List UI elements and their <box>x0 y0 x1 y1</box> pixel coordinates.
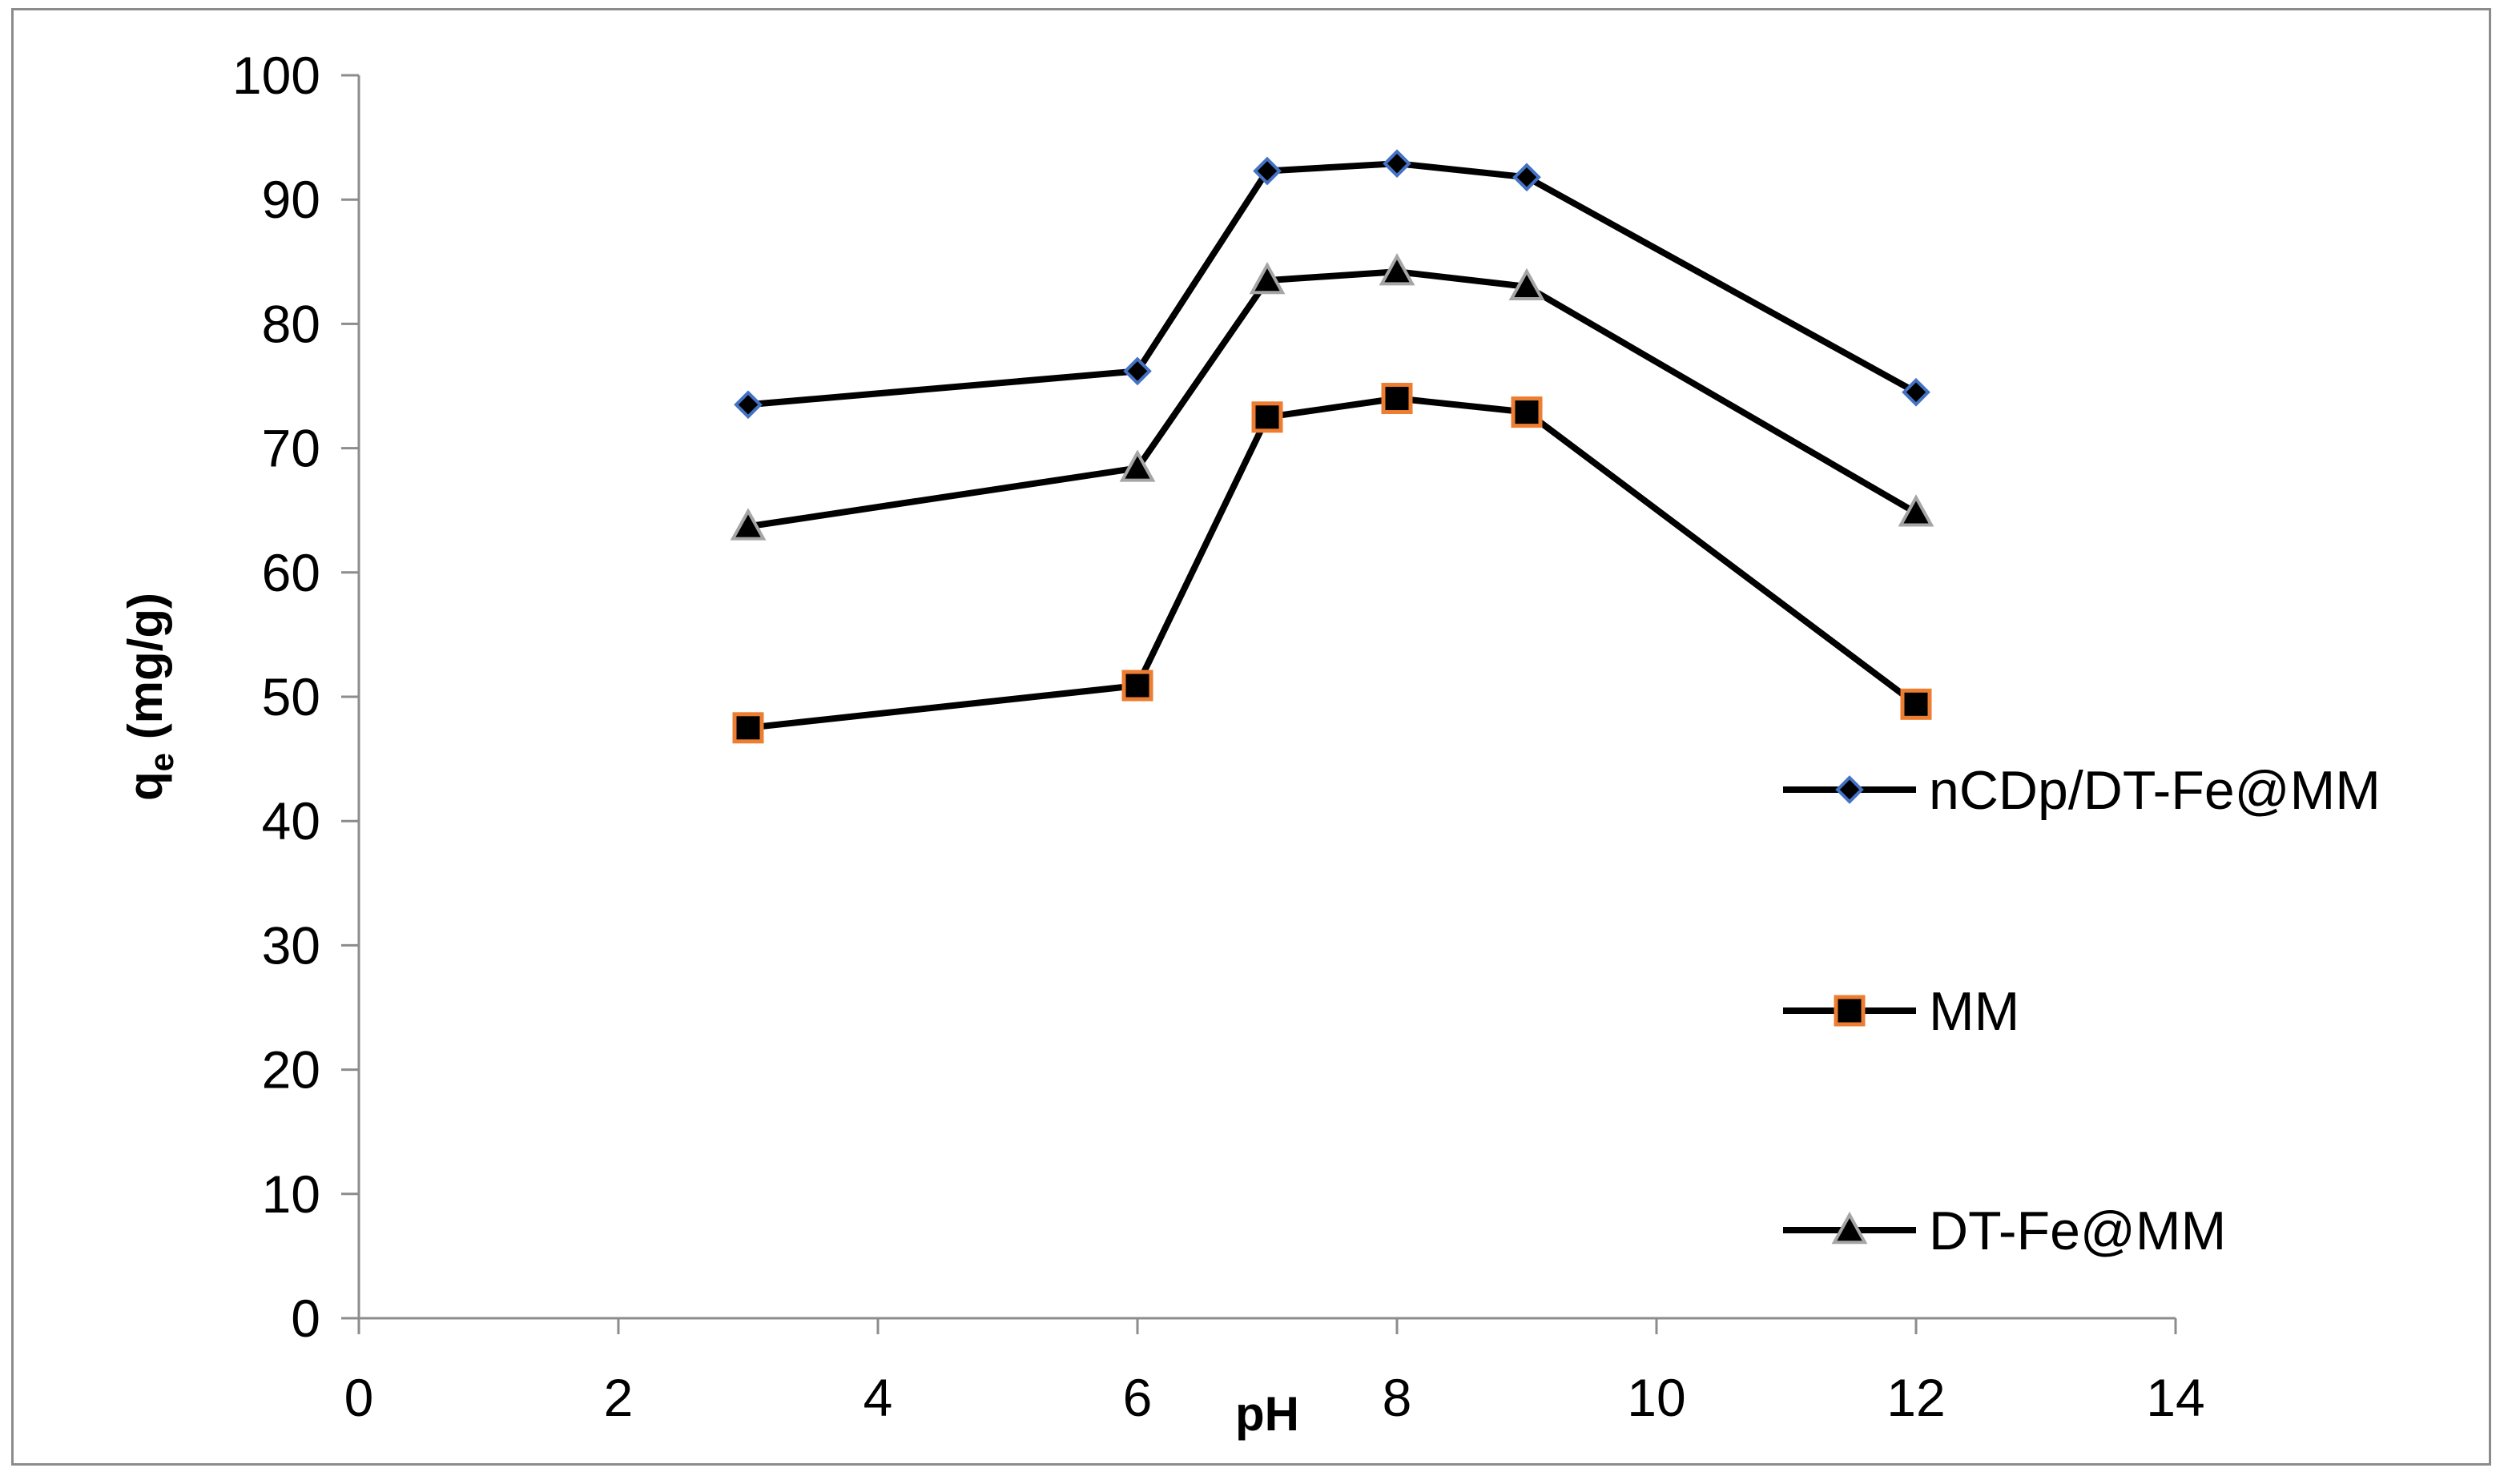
series-line <box>747 268 1918 530</box>
data-point-marker <box>730 508 767 541</box>
y-tick-label: 100 <box>232 46 320 105</box>
svg-text:qe (mg/g): qe (mg/g) <box>119 593 180 801</box>
legend-item: MM <box>1783 981 2019 1042</box>
data-point-marker <box>1123 356 1152 386</box>
series-line <box>747 160 1918 408</box>
x-tick-label: 2 <box>604 1368 634 1427</box>
y-axis-title: qe (mg/g) <box>119 593 180 801</box>
legend: nCDp/DT-Fe@MM MM DT-Fe@MM <box>1783 760 2381 1261</box>
data-point-marker <box>1249 261 1286 295</box>
data-point-marker <box>1379 253 1415 286</box>
series-ncdp-dt-fe-mm <box>734 149 1930 420</box>
data-point-marker <box>1383 149 1411 179</box>
legend-item: DT-Fe@MM <box>1783 1200 2226 1261</box>
data-point-marker <box>1898 494 1934 527</box>
legend-label: DT-Fe@MM <box>1929 1200 2226 1261</box>
legend-label: nCDp/DT-Fe@MM <box>1929 760 2381 821</box>
series-dt-fe-mm <box>730 253 1934 541</box>
data-point-marker <box>1902 377 1930 407</box>
y-axis-title-subscript: e <box>143 753 180 771</box>
data-point-marker <box>1119 449 1156 482</box>
legend-marker <box>1834 995 1866 1027</box>
data-point-marker <box>732 712 764 744</box>
x-tick-label: 14 <box>2146 1368 2204 1427</box>
data-point-marker <box>1251 401 1283 433</box>
x-axis-title: pH <box>1235 1387 1299 1441</box>
x-tick-label: 6 <box>1123 1368 1153 1427</box>
y-tick-label: 80 <box>262 294 320 353</box>
data-point-marker <box>1381 383 1413 415</box>
data-point-marker <box>1508 267 1545 301</box>
axes <box>341 74 2177 1334</box>
data-point-marker <box>1253 156 1282 186</box>
y-tick-label: 40 <box>262 791 320 851</box>
x-tick-label: 12 <box>1886 1368 1945 1427</box>
legend-item: nCDp/DT-Fe@MM <box>1783 760 2381 821</box>
data-point-marker <box>1512 163 1541 192</box>
tick-labels: 0 10 20 30 40 50 60 70 80 90 100 0 2 4 6 8 10 12 14 <box>232 46 2205 1427</box>
y-tick-label: 20 <box>262 1040 320 1100</box>
chart-frame <box>11 8 2491 1466</box>
x-tick-label: 10 <box>1627 1368 1685 1427</box>
data-point-marker <box>1511 396 1543 428</box>
y-tick-label: 0 <box>291 1289 320 1348</box>
data-point-marker <box>734 390 763 420</box>
data-point-marker <box>1121 670 1153 702</box>
legend-marker <box>1831 1211 1868 1245</box>
series-layer <box>730 149 1934 744</box>
y-axis-title-units: (mg/g) <box>119 593 172 753</box>
x-tick-label: 4 <box>863 1368 893 1427</box>
y-axis-title-main: q <box>119 771 172 801</box>
y-tick-label: 50 <box>262 667 320 726</box>
x-tick-label: 0 <box>344 1368 374 1427</box>
legend-label: MM <box>1929 981 2019 1042</box>
x-tick-label: 8 <box>1383 1368 1412 1427</box>
series-line <box>747 395 1918 731</box>
legend-marker <box>1835 775 1864 804</box>
series-mm <box>732 383 1932 744</box>
y-tick-label: 10 <box>262 1164 320 1224</box>
y-tick-label: 60 <box>262 543 320 602</box>
y-tick-label: 70 <box>262 419 320 478</box>
y-tick-label: 90 <box>262 170 320 229</box>
y-tick-label: 30 <box>262 915 320 975</box>
data-point-marker <box>1900 688 1932 720</box>
